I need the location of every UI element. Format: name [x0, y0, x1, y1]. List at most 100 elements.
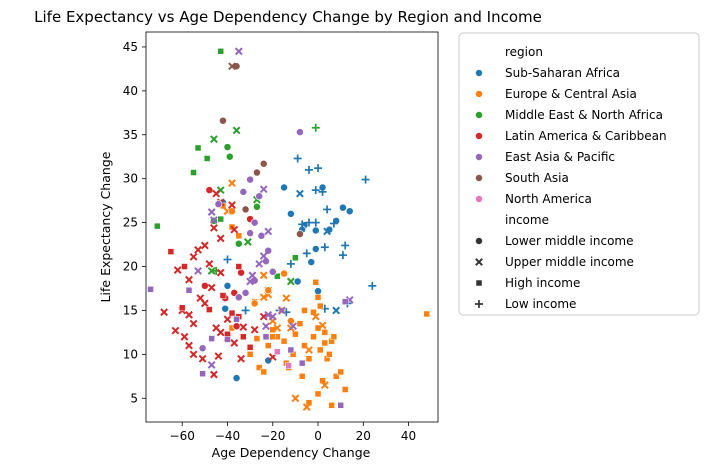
legend-label: Low income [505, 297, 576, 311]
data-point [280, 183, 289, 192]
data-point [207, 267, 216, 275]
y-tick-label: 5 [130, 391, 138, 405]
data-point [280, 337, 288, 345]
data-point [321, 329, 329, 336]
data-point [264, 310, 273, 319]
data-point [332, 306, 341, 315]
legend-label: Lower middle income [505, 234, 634, 248]
data-point [205, 186, 214, 195]
data-point [311, 186, 320, 195]
data-point [212, 189, 221, 198]
data-point [221, 304, 230, 313]
data-point [223, 255, 232, 264]
data-point [250, 325, 259, 334]
data-point [341, 241, 350, 250]
data-point [234, 47, 243, 56]
legend-label: East Asia & Pacific [505, 150, 615, 164]
y-tick-label: 25 [123, 216, 138, 230]
legend-marker [475, 90, 483, 98]
legend-marker [475, 69, 483, 77]
data-point [293, 154, 302, 163]
data-point [304, 218, 313, 227]
data-point [255, 192, 264, 201]
data-point [246, 344, 254, 351]
data-point [274, 272, 281, 280]
data-point [296, 320, 304, 327]
y-tick-label: 10 [123, 347, 138, 361]
data-point [206, 306, 213, 313]
data-point [167, 248, 175, 255]
x-tick-label: −40 [215, 429, 240, 443]
legend-label: North America [505, 192, 592, 206]
data-point [223, 315, 232, 324]
data-point [268, 312, 277, 321]
data-point [323, 205, 332, 214]
legend-marker [475, 153, 483, 161]
data-point [203, 155, 211, 162]
data-point [194, 267, 202, 275]
data-point [332, 373, 340, 380]
data-point [147, 286, 154, 293]
data-point [291, 394, 300, 403]
data-point [239, 187, 248, 196]
data-point [321, 339, 329, 347]
data-point [205, 259, 214, 268]
data-point [282, 294, 291, 303]
data-point [212, 324, 221, 332]
data-point [246, 175, 255, 184]
data-point [252, 202, 261, 211]
x-tick-label: −60 [170, 429, 195, 443]
x-axis: −60 −40 −20 0 20 40 [170, 422, 416, 443]
data-point [337, 368, 344, 376]
data-point [194, 144, 202, 152]
data-point [292, 330, 299, 338]
legend: region Sub-Saharan Africa Europe & Central… [458, 32, 700, 316]
legend-marker [475, 174, 483, 182]
data-point [295, 128, 304, 137]
data-point [209, 223, 218, 232]
data-point [298, 373, 306, 380]
legend-marker [475, 132, 483, 140]
data-point [264, 286, 273, 295]
data-point [293, 277, 302, 286]
data-point [423, 310, 430, 318]
data-point [232, 374, 241, 383]
data-point [223, 143, 232, 152]
data-point [185, 286, 193, 294]
data-point [341, 298, 349, 305]
data-point [305, 346, 313, 354]
data-point [368, 281, 377, 290]
data-point [224, 336, 231, 343]
data-point [246, 277, 255, 286]
data-point [185, 310, 193, 319]
data-point [214, 352, 223, 361]
data-point [314, 294, 322, 301]
data-point [243, 238, 252, 246]
legend-label: Upper middle income [505, 255, 634, 269]
data-point [295, 230, 304, 238]
data-point [189, 319, 198, 328]
data-point [216, 268, 225, 277]
data-point [302, 403, 311, 411]
data-point [232, 126, 241, 135]
data-point [228, 207, 236, 216]
data-point [286, 209, 295, 218]
data-point [318, 321, 327, 330]
data-point [199, 370, 206, 377]
data-point [285, 362, 292, 370]
data-point [240, 333, 247, 341]
data-point [252, 168, 261, 177]
legend-marker [475, 279, 483, 287]
y-tick-label: 15 [123, 303, 138, 317]
data-point [318, 187, 327, 196]
data-point [255, 259, 264, 268]
data-point [223, 281, 232, 290]
data-point [250, 218, 259, 227]
data-point [185, 341, 193, 350]
data-point [292, 254, 299, 261]
data-point [189, 350, 198, 359]
data-point [307, 258, 316, 267]
data-point [228, 62, 236, 71]
data-point [262, 322, 270, 331]
data-point [259, 312, 268, 321]
